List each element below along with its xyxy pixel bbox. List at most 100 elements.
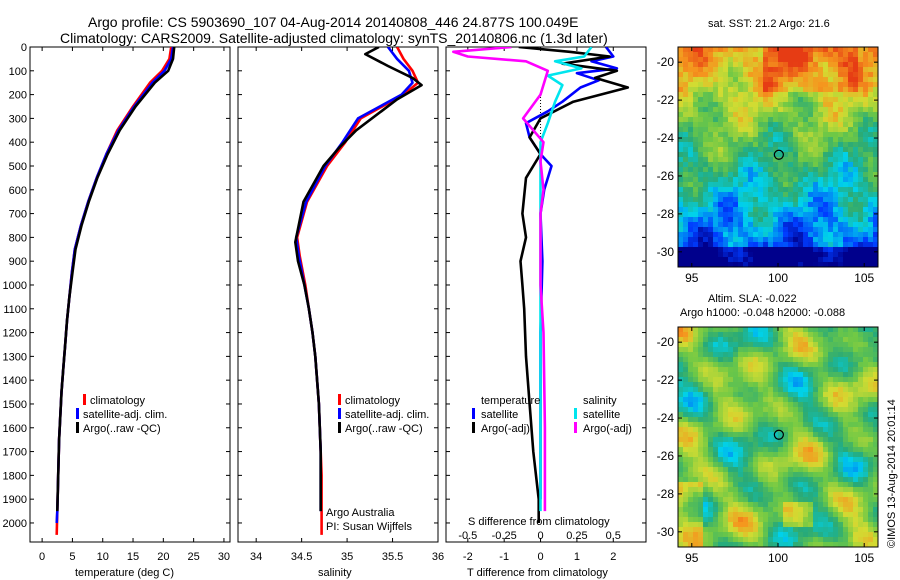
- sla-map-cell: [768, 492, 774, 498]
- sla-map-cell: [838, 422, 844, 428]
- sst-map-cell: [703, 62, 709, 68]
- sla-map-cell: [813, 472, 819, 478]
- sst-map-cell: [863, 177, 869, 183]
- sst-map-cell: [708, 142, 714, 148]
- sla-map-cell: [693, 377, 699, 383]
- sla-map-cell: [818, 512, 824, 518]
- legend-label-climatology: climatology: [90, 395, 146, 407]
- sst-map-cell: [678, 172, 684, 178]
- sla-map-cell: [703, 352, 709, 358]
- sst-map-cell: [748, 122, 754, 128]
- sla-map-cell: [833, 517, 839, 523]
- sla-map-cell: [728, 532, 734, 538]
- sst-map-cell: [713, 167, 719, 173]
- sst-map-cell: [728, 127, 734, 133]
- sst-map-cell: [793, 62, 799, 68]
- sst-map-cell: [793, 252, 799, 258]
- sst-map-cell: [843, 262, 849, 267]
- sst-map-cell: [693, 67, 699, 73]
- sla-map-cell: [678, 437, 684, 443]
- sst-map-cell: [753, 157, 759, 163]
- sst-map-cell: [768, 242, 774, 248]
- sst-map-cell: [723, 107, 729, 113]
- sla-map-cell: [743, 432, 749, 438]
- sst-map-cell: [743, 212, 749, 218]
- sla-map-cell: [683, 477, 689, 483]
- sla-map-cell: [798, 327, 804, 333]
- sla-map-cell: [823, 417, 829, 423]
- salinity-annotation-line1: Argo Australia: [326, 507, 395, 519]
- sst-map-cell: [753, 152, 759, 158]
- sla-map-cell: [758, 487, 764, 493]
- sla-map-cell: [778, 367, 784, 373]
- sla-map-cell: [783, 342, 789, 348]
- sla-map-cell: [833, 472, 839, 478]
- sla-map-cell: [713, 517, 719, 523]
- sst-map-cell: [828, 87, 834, 93]
- sla-map-cell: [693, 537, 699, 543]
- sst-map-cell: [703, 122, 709, 128]
- sst-map-cell: [838, 212, 844, 218]
- sla-map-cell: [778, 352, 784, 358]
- sla-map-cell: [853, 377, 859, 383]
- sst-map-cell: [818, 62, 824, 68]
- sst-map-cell: [728, 152, 734, 158]
- sst-map-cell: [778, 237, 784, 243]
- sla-map-cell: [848, 382, 854, 388]
- sla-map-cell: [688, 452, 694, 458]
- sst-map-cell: [843, 192, 849, 198]
- sst-map-cell: [733, 107, 739, 113]
- sst-map-cell: [853, 172, 859, 178]
- sla-map-cell: [733, 362, 739, 368]
- sst-map-cell: [733, 152, 739, 158]
- sst-map-cell: [828, 67, 834, 73]
- sla-map-cell: [783, 512, 789, 518]
- sla-map-cell: [803, 407, 809, 413]
- legend-label-t-argo: Argo(-adj): [481, 423, 530, 435]
- sst-map-cell: [848, 82, 854, 88]
- sst-map-cell: [698, 197, 704, 203]
- sst-map-cell: [733, 192, 739, 198]
- sst-map-cell: [833, 257, 839, 263]
- depth-tick-label: 900: [9, 256, 27, 268]
- sla-map-cell: [708, 392, 714, 398]
- sst-map-cell: [793, 82, 799, 88]
- sst-map-cell: [768, 137, 774, 143]
- sla-map-cell: [738, 537, 744, 543]
- sst-map-cell: [718, 157, 724, 163]
- sst-map-cell: [858, 142, 864, 148]
- sst-map-cell: [773, 147, 779, 153]
- sst-map-cell: [828, 227, 834, 233]
- sla-map-cell: [723, 352, 729, 358]
- sst-map-cell: [703, 212, 709, 218]
- sla-map-cell: [873, 397, 878, 403]
- sla-map-cell: [788, 372, 794, 378]
- sla-map-cell: [713, 422, 719, 428]
- sst-map-cell: [713, 87, 719, 93]
- sst-map-cell: [793, 157, 799, 163]
- sla-map-cell: [708, 522, 714, 528]
- sst-map-cell: [858, 127, 864, 133]
- sla-map-cell: [753, 492, 759, 498]
- sst-map-cell: [723, 162, 729, 168]
- sst-map-cell: [683, 232, 689, 238]
- sst-map-cell: [798, 187, 804, 193]
- sst-map-cell: [818, 72, 824, 78]
- sst-map-cell: [678, 192, 684, 198]
- sla-map-cell: [763, 492, 769, 498]
- sla-map-cell: [838, 482, 844, 488]
- sla-map-cell: [708, 337, 714, 343]
- sst-map-cell: [708, 247, 714, 253]
- sst-map-cell: [853, 177, 859, 183]
- sla-map-cell: [728, 357, 734, 363]
- sst-map-cell: [798, 102, 804, 108]
- sla-map-cell: [748, 347, 754, 353]
- sst-map-cell: [783, 82, 789, 88]
- sla-map-cell: [683, 542, 689, 547]
- sla-map-cell: [748, 457, 754, 463]
- sla-map-cell: [768, 497, 774, 503]
- sla-map-cell: [793, 367, 799, 373]
- sst-map-cell: [818, 157, 824, 163]
- sla-map-cell: [813, 442, 819, 448]
- sst-map-cell: [768, 157, 774, 163]
